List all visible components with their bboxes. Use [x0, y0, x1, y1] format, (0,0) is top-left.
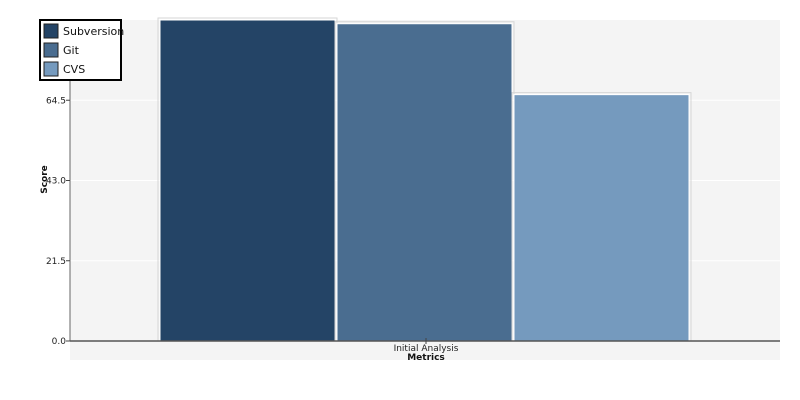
- legend-label-git: Git: [63, 44, 80, 57]
- x-ticks: Initial Analysis: [394, 338, 459, 354]
- bar-git: [336, 23, 513, 342]
- legend-swatch-cvs: [43, 61, 59, 77]
- y-tick-label: 21.5: [46, 257, 66, 267]
- y-tick-label: 0.0: [52, 337, 67, 347]
- legend: Subversion Git CVS: [39, 19, 124, 81]
- legend-swatch-git: [43, 42, 59, 58]
- legend-label-cvs: CVS: [63, 63, 85, 76]
- bar-cvs: [513, 94, 690, 342]
- y-ticks: 0.0 21.5 43.0 64.5: [46, 96, 70, 347]
- y-axis-title: Score: [40, 165, 50, 194]
- y-tick-label: 64.5: [46, 96, 66, 106]
- x-axis-title: Metrics: [407, 353, 445, 363]
- bar-subversion: [159, 19, 336, 342]
- y-tick-label: 43.0: [46, 177, 66, 187]
- legend-swatch-subversion: [43, 23, 59, 39]
- x-tick-label: Initial Analysis: [394, 344, 459, 354]
- legend-label-subversion: Subversion: [63, 25, 124, 38]
